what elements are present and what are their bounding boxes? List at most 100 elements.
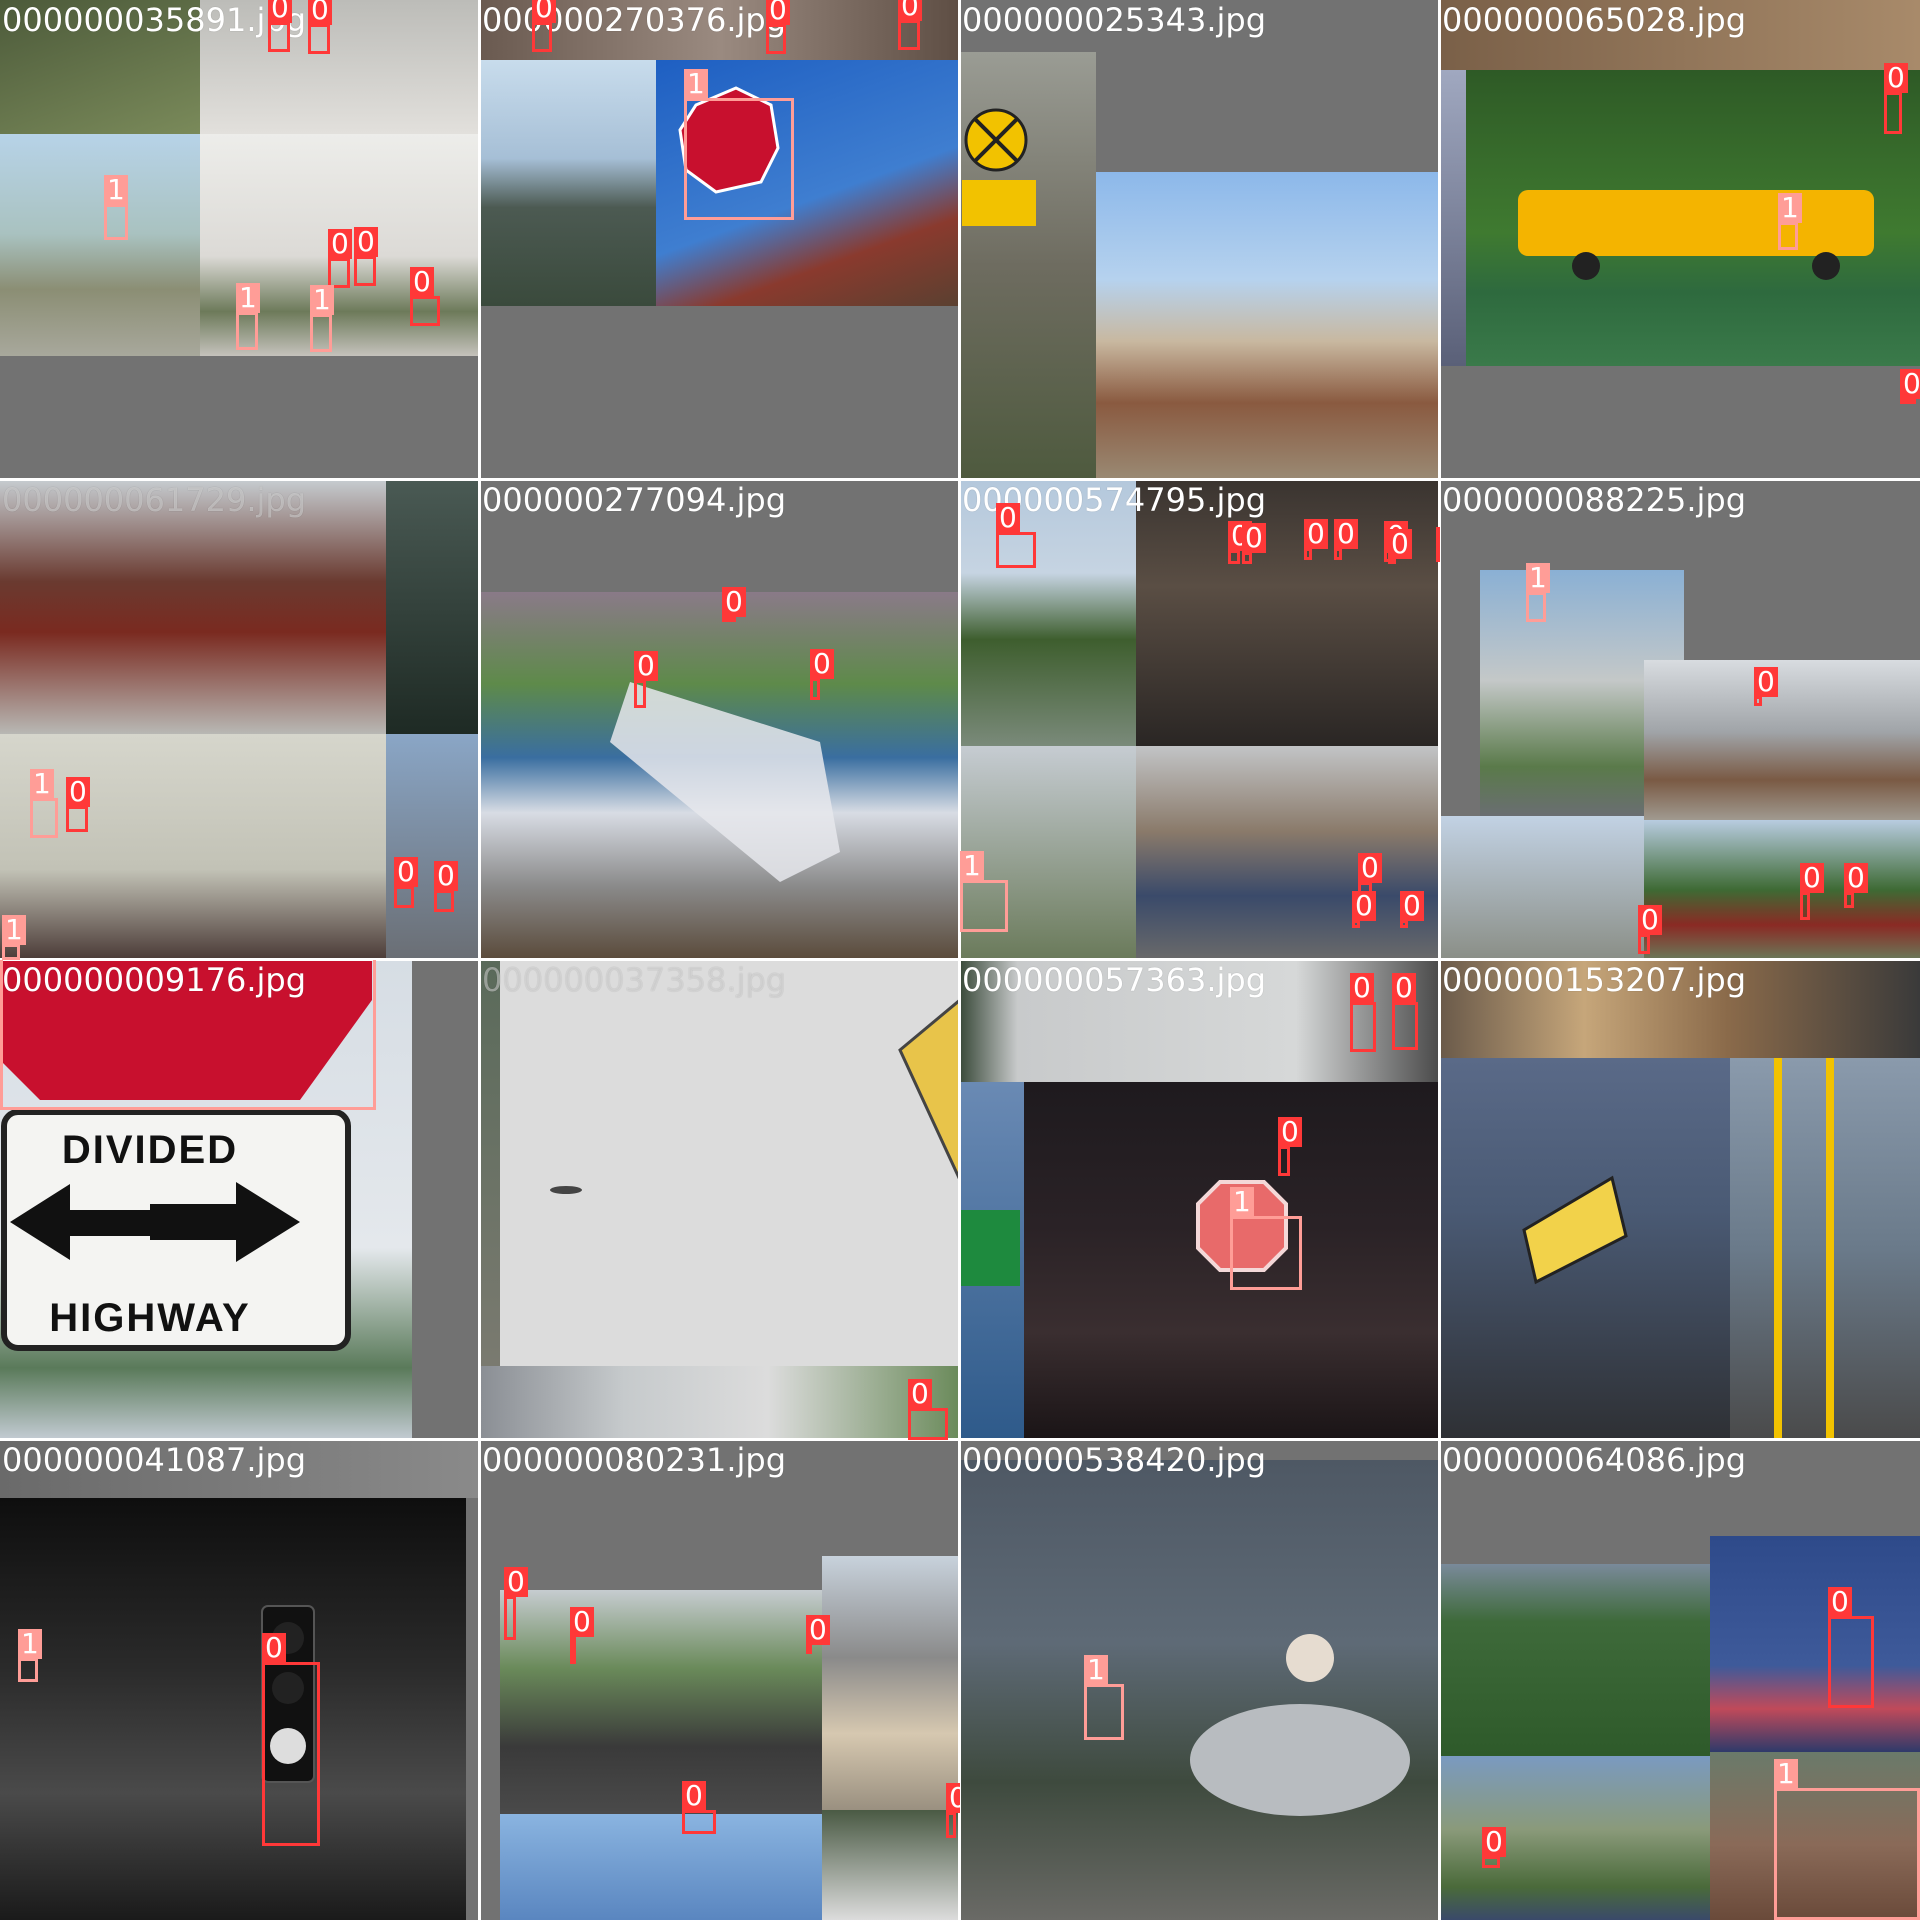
detection-box: 0: [268, 0, 292, 52]
detection-box: 0: [1900, 369, 1920, 404]
detection-box: 0: [1482, 1827, 1506, 1868]
detection-box: 0: [532, 0, 556, 52]
separator: [0, 958, 1920, 961]
detection-box: 0: [1638, 905, 1662, 954]
photo-airstream-cafe: [960, 1460, 1440, 1920]
detection-box: 0: [1884, 63, 1908, 134]
detection-box: 0: [1844, 863, 1868, 908]
photo-freight-train: [1096, 172, 1440, 480]
detection-box: 1: [104, 175, 128, 240]
detection-box: 0: [682, 1781, 716, 1834]
photo-crowd-street: [0, 734, 386, 960]
photo-big-ben: [1440, 816, 1644, 960]
tile-5: 000000061729.jpg 1 0 0 0 1: [0, 480, 480, 960]
tile-12: 000000153207.jpg: [1440, 960, 1920, 1440]
detection-box: 0: [766, 0, 790, 54]
photo-building-edge: [1440, 70, 1466, 366]
filename-label: 000000041087.jpg: [2, 1441, 306, 1479]
detection-box: 1: [236, 283, 260, 350]
detection-box: 1: [18, 1629, 42, 1682]
traffic-light-icon: [261, 1605, 315, 1783]
photo-traffic-light-sky: [1710, 1536, 1920, 1752]
photo-freight-landscape: [1440, 1756, 1710, 1920]
detection-box: 0: [1392, 973, 1418, 1050]
photo-dark-glass: [386, 480, 480, 734]
photo-country-road: [0, 134, 200, 356]
detection-box: 0: [354, 227, 378, 286]
detection-box: 1: [0, 960, 376, 1110]
photo-ground-strip: [1440, 0, 1920, 70]
filename-label: 000000064086.jpg: [1442, 1441, 1746, 1479]
filename-label: 000000277094.jpg: [482, 481, 786, 519]
detection-box: 0: [1358, 853, 1382, 896]
filename-label: 000000080231.jpg: [482, 1441, 786, 1479]
filename-label: 000000270376.jpg: [482, 1, 786, 39]
photo-double-decker-bus: [1644, 820, 1920, 960]
filename-label: 000000057363.jpg: [962, 961, 1266, 999]
filename-label: 000000061729.jpg: [2, 481, 306, 519]
photo-trees-crossing: [960, 480, 1136, 746]
detection-box: 0: [434, 861, 458, 912]
detection-box: 0: [1754, 667, 1778, 706]
filename-label: 000000538420.jpg: [962, 1441, 1266, 1479]
detection-box: 0: [262, 1633, 320, 1846]
filename-label: 000000088225.jpg: [1442, 481, 1746, 519]
photo-crane: [1730, 1058, 1920, 1440]
stop-sign-icon: [678, 86, 780, 194]
detection-box: 0: [1388, 529, 1412, 564]
detection-box: 0: [810, 649, 834, 700]
photo-street-sign-dusk: [1440, 1058, 1730, 1440]
detection-box: 0: [908, 1379, 948, 1440]
detection-box: 0: [634, 651, 658, 708]
detection-box: 0: [1352, 891, 1376, 928]
detection-box: 0: [328, 229, 352, 288]
detection-box: 0: [1350, 973, 1376, 1052]
filename-label: 000000035891.jpg: [2, 1, 306, 39]
filename-label: 000000025343.jpg: [962, 1, 1266, 39]
photo-stop-sign-sky: [656, 60, 960, 306]
detection-box: 0: [1242, 523, 1266, 564]
detection-box: 1: [2, 915, 26, 960]
photo-school-bus: [1466, 70, 1920, 366]
detection-box: 0: [394, 857, 418, 908]
photo-sky-airplane: [500, 960, 960, 1366]
photo-cyclists: [500, 1590, 822, 1814]
photo-railroad-crossing-sign: [960, 52, 1096, 480]
airplane-icon: [550, 998, 960, 1194]
photo-street-sign-sky: [500, 1814, 822, 1920]
sign-text-bottom: HIGHWAY: [49, 1296, 251, 1340]
detection-box: 0: [570, 1607, 594, 1664]
green-sign: [960, 1210, 1020, 1286]
filename-label: 000000037358.jpg: [482, 961, 786, 999]
detection-box: 0: [66, 777, 90, 832]
photo-top-strip: [0, 1440, 480, 1498]
detection-box: 1: [1526, 563, 1550, 622]
photo-coastal-road: [822, 1556, 960, 1810]
detection-box: 1: [310, 285, 334, 352]
tile-6: 000000277094.jpg 0 0 0: [480, 480, 960, 960]
detection-box: 0: [1278, 1117, 1302, 1176]
separator: [0, 1438, 1920, 1441]
tile-13: 000000041087.jpg 1 0: [0, 1440, 480, 1920]
photo-coastline: [480, 60, 656, 306]
filename-label: 000000153207.jpg: [1442, 961, 1746, 999]
photo-bare-trees: [960, 746, 1136, 960]
detection-box: 0: [898, 0, 922, 50]
photo-rusty-stop-sign: [1710, 1752, 1920, 1920]
sign-icon: [0, 960, 372, 1351]
photo-street-strip: [480, 0, 960, 60]
street-sign-icon: [1522, 1175, 1628, 1285]
separator: [0, 478, 1920, 481]
detection-box: 0: [1436, 527, 1440, 562]
detection-box: 1: [960, 851, 1008, 932]
bus-icon: [1518, 190, 1874, 280]
photo-locomotive: [1136, 746, 1440, 960]
detection-box: 1: [1778, 193, 1802, 250]
detection-box: 0: [996, 503, 1036, 568]
tile-8: 000000088225.jpg 1 0 0 0 0: [1440, 480, 1920, 960]
detection-box: 0: [1400, 891, 1424, 928]
photo-building-trees: [480, 1366, 960, 1440]
crane-mast: [1774, 1058, 1834, 1440]
sign-text-top: DIVIDED: [61, 1128, 239, 1172]
train-icon: [610, 682, 840, 882]
